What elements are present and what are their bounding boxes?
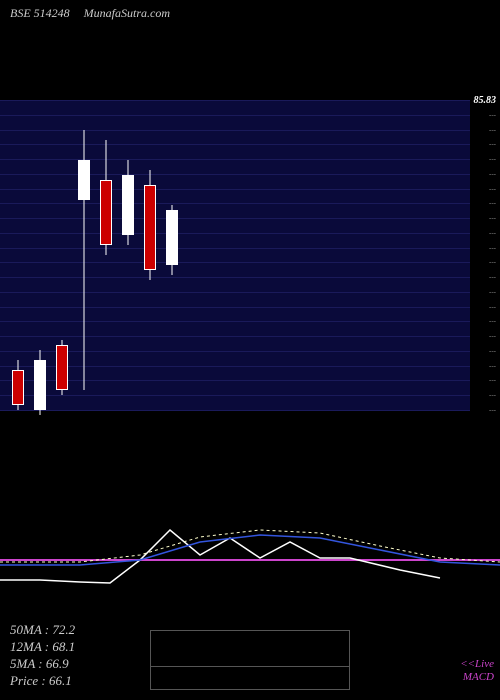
y-axis-tick: --- (470, 362, 496, 370)
y-axis-tick: --- (470, 126, 496, 134)
y-axis-tick: --- (470, 170, 496, 178)
site-label: MunafaSutra.com (84, 6, 170, 21)
candle (76, 30, 92, 430)
ma5-label: 5MA : 66.9 (10, 656, 75, 673)
candle (10, 30, 26, 430)
candle (54, 30, 70, 430)
y-axis-tick: --- (470, 391, 496, 399)
y-axis-tick: --- (470, 111, 496, 119)
y-axis-tick: --- (470, 185, 496, 193)
ma12-label: 12MA : 68.1 (10, 639, 75, 656)
y-axis-tick: --- (470, 303, 496, 311)
y-axis-tick: --- (470, 406, 496, 414)
candle (32, 30, 48, 430)
price-label: Price : 66.1 (10, 673, 75, 690)
y-axis-tick: --- (470, 96, 496, 104)
y-axis-tick: --- (470, 317, 496, 325)
y-axis-tick: --- (470, 347, 496, 355)
candle (164, 30, 180, 430)
volume-box-divider (151, 666, 349, 667)
candle (98, 30, 114, 430)
candlestick-chart: --- --- --- --- --- --- --- --- --- --- --- --- --- -… (0, 30, 500, 430)
macd-indicator-panel (0, 470, 500, 620)
y-axis-tick: --- (470, 199, 496, 207)
macd-live-line1: <<Live (460, 658, 494, 671)
y-axis-tick: --- (470, 155, 496, 163)
y-axis-tick: --- (470, 332, 496, 340)
indicator-line (0, 530, 500, 562)
chart-header: BSE 514248 MunafaSutra.com (10, 6, 170, 21)
y-axis-tick: --- (470, 288, 496, 296)
y-axis-tick: --- (470, 214, 496, 222)
y-axis-tick: --- (470, 376, 496, 384)
y-axis-tick: --- (470, 244, 496, 252)
symbol-label: BSE 514248 (10, 6, 70, 21)
volume-box (150, 630, 350, 690)
y-axis-tick: --- (470, 258, 496, 266)
info-box: 50MA : 72.2 12MA : 68.1 5MA : 66.9 Price… (10, 622, 75, 690)
y-axis-tick: --- (470, 229, 496, 237)
indicator-line (0, 530, 440, 583)
candle (120, 30, 136, 430)
macd-live-line2: MACD (460, 671, 494, 684)
macd-live-label: <<Live MACD (460, 658, 494, 684)
y-axis-tick: --- (470, 273, 496, 281)
candle (142, 30, 158, 430)
ma50-label: 50MA : 72.2 (10, 622, 75, 639)
y-axis-tick: --- (470, 140, 496, 148)
